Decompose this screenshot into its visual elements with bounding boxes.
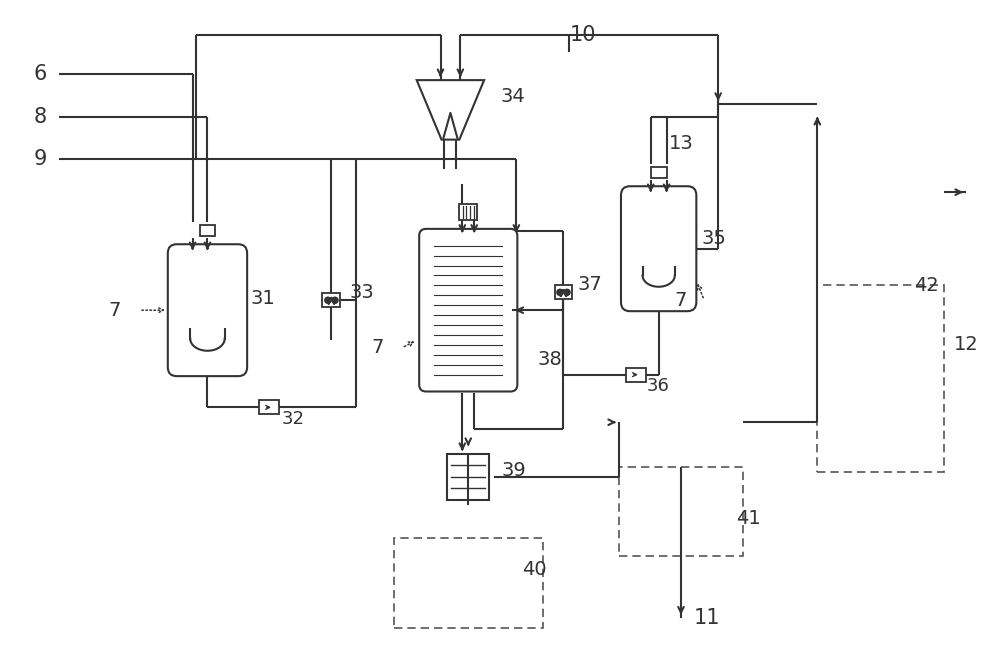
Text: 35: 35 (701, 229, 726, 248)
Text: 38: 38 (538, 350, 562, 369)
Bar (555, 285, 572, 299)
Text: 13: 13 (669, 134, 693, 153)
Circle shape (557, 289, 563, 295)
Text: 32: 32 (282, 410, 305, 428)
Circle shape (332, 297, 338, 303)
Circle shape (325, 297, 331, 303)
Text: 36: 36 (647, 376, 670, 394)
Bar (651, 167, 667, 178)
Bar (619, 467, 743, 556)
Text: 6: 6 (34, 65, 47, 84)
Text: 34: 34 (500, 88, 525, 106)
FancyBboxPatch shape (621, 186, 696, 311)
Bar (259, 400, 279, 414)
Text: 11: 11 (693, 608, 720, 628)
Bar (200, 225, 215, 236)
Circle shape (564, 289, 570, 295)
Text: 7: 7 (674, 291, 686, 310)
Bar (447, 454, 489, 499)
FancyBboxPatch shape (419, 229, 517, 392)
Text: 40: 40 (522, 561, 546, 579)
Text: 39: 39 (502, 462, 527, 480)
Text: 7: 7 (109, 301, 121, 320)
Text: 10: 10 (569, 25, 596, 45)
Text: 31: 31 (250, 289, 275, 308)
Text: 41: 41 (736, 509, 761, 528)
Bar (394, 538, 543, 628)
Bar (459, 204, 477, 220)
Text: 33: 33 (349, 283, 374, 302)
FancyBboxPatch shape (168, 244, 247, 376)
Bar (626, 368, 646, 382)
Text: 9: 9 (34, 150, 47, 170)
Text: 8: 8 (34, 107, 47, 127)
Text: 7: 7 (372, 338, 384, 357)
Text: 37: 37 (577, 275, 602, 294)
Bar (817, 285, 944, 472)
Text: 42: 42 (915, 276, 939, 295)
Text: 12: 12 (954, 335, 979, 354)
Bar (322, 293, 340, 307)
